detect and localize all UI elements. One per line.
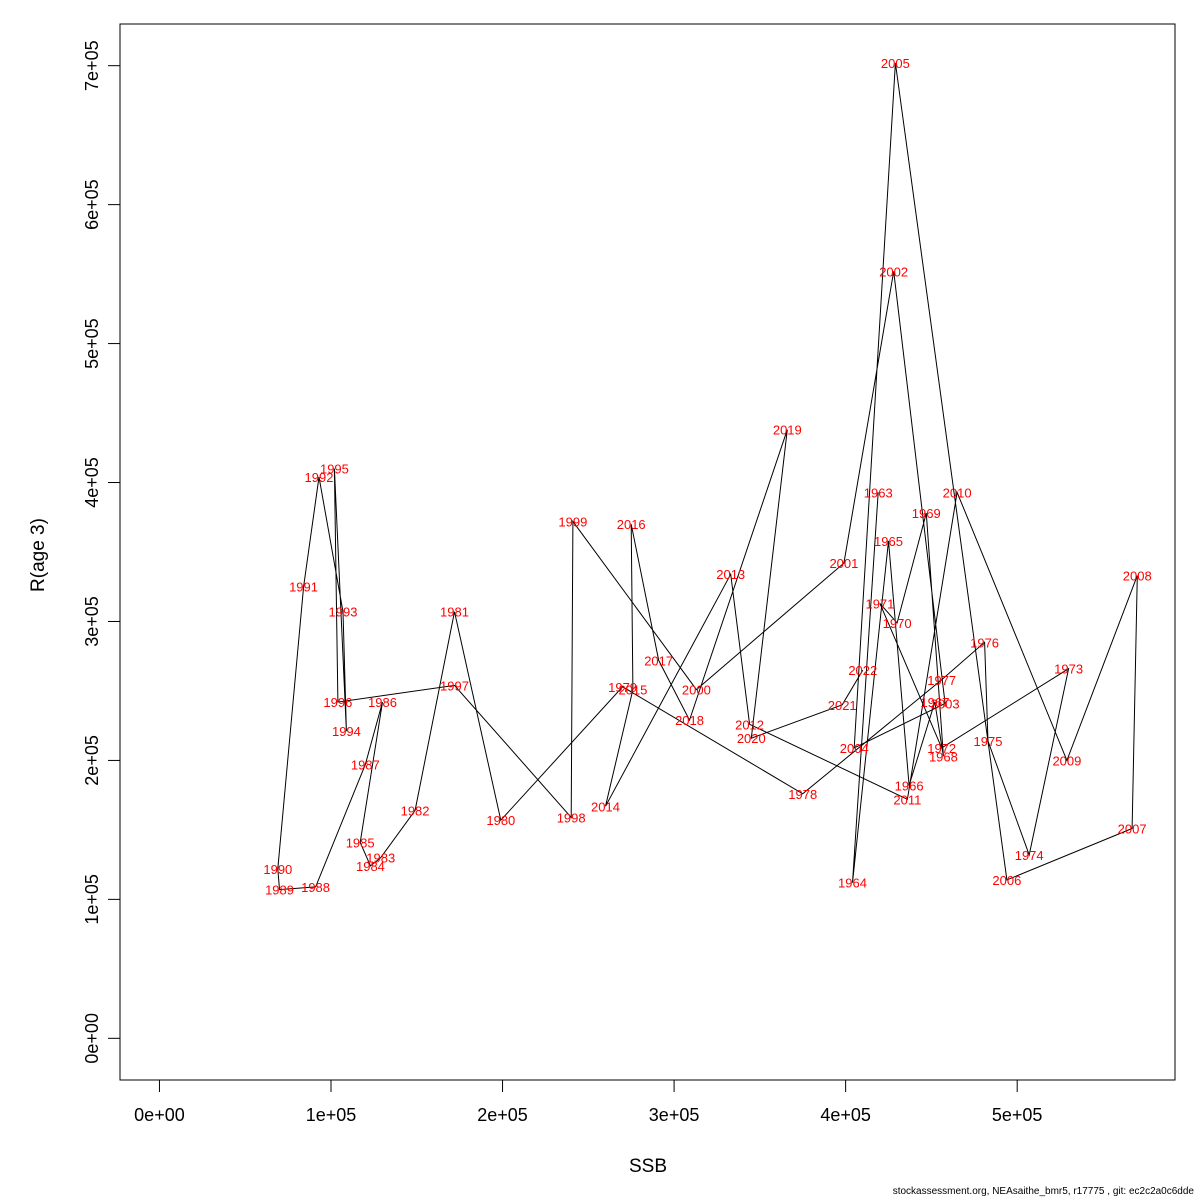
year-label-1966: 1966 [895, 778, 924, 793]
year-label-1987: 1987 [351, 758, 380, 773]
year-label-2008: 2008 [1123, 569, 1152, 584]
year-label-1963: 1963 [864, 485, 893, 500]
y-axis: 0e+00 1e+05 2e+05 3e+05 4e+05 5e+05 6e+05 7e+05 [82, 40, 121, 1064]
year-label-2015: 2015 [618, 683, 647, 698]
year-label-1979: 1979 [608, 680, 637, 695]
year-label-1975: 1975 [974, 734, 1003, 749]
year-label-1994: 1994 [332, 724, 361, 739]
year-label-1984: 1984 [356, 859, 385, 874]
year-label-1991: 1991 [289, 580, 318, 595]
year-label-2005: 2005 [881, 56, 910, 71]
year-label-2012: 2012 [735, 717, 764, 732]
x-axis: 0e+00 1e+05 2e+05 3e+05 4e+05 5e+05 [134, 1079, 1043, 1125]
year-label-1977: 1977 [927, 673, 956, 688]
y-tick-label: 3e+05 [82, 596, 102, 647]
y-tick-label: 4e+05 [82, 457, 102, 508]
year-label-1986: 1986 [368, 695, 397, 710]
year-label-1968: 1968 [929, 749, 958, 764]
year-label-1989: 1989 [265, 883, 294, 898]
year-label-2020: 2020 [737, 731, 766, 746]
year-label-1983: 1983 [366, 851, 395, 866]
year-label-2003: 2003 [931, 696, 960, 711]
year-label-1972: 1972 [927, 741, 956, 756]
year-label-1974: 1974 [1015, 848, 1044, 863]
year-label-1967: 1967 [920, 695, 949, 710]
year-label-1965: 1965 [874, 534, 903, 549]
year-label-1976: 1976 [970, 635, 999, 650]
y-tick-label: 0e+00 [82, 1013, 102, 1064]
year-label-2011: 2011 [893, 792, 921, 807]
year-label-2004: 2004 [840, 741, 869, 756]
x-tick-label: 5e+05 [992, 1105, 1043, 1125]
year-label-2010: 2010 [943, 485, 972, 500]
year-label-1980: 1980 [486, 813, 515, 828]
year-label-1985: 1985 [346, 835, 375, 850]
year-label-2002: 2002 [879, 264, 908, 279]
x-tick-label: 4e+05 [820, 1105, 871, 1125]
x-tick-label: 1e+05 [306, 1105, 357, 1125]
year-label-1964: 1964 [838, 876, 867, 891]
y-tick-label: 2e+05 [82, 735, 102, 786]
year-label-2006: 2006 [992, 873, 1021, 888]
year-label-1978: 1978 [788, 787, 817, 802]
year-label-1999: 1999 [558, 514, 587, 529]
footer-credit: stockassessment.org, NEAsaithe_bmr5, r17… [892, 1186, 1194, 1197]
year-label-1982: 1982 [401, 803, 430, 818]
year-label-2013: 2013 [716, 567, 745, 582]
year-label-1973: 1973 [1054, 662, 1083, 677]
year-label-2022: 2022 [848, 663, 877, 678]
x-tick-label: 0e+00 [134, 1105, 185, 1125]
year-label-2000: 2000 [682, 683, 711, 698]
year-label-1971: 1971 [865, 596, 894, 611]
year-label-1992: 1992 [305, 470, 334, 485]
year-labels: 1963 1964 1965 1966 1967 1968 1969 1970 1971 1972… [263, 56, 1151, 898]
year-label-2017: 2017 [644, 653, 673, 668]
year-label-2007: 2007 [1118, 822, 1147, 837]
x-axis-title: SSB [629, 1156, 667, 1177]
plot-frame [119, 23, 1176, 1081]
year-label-1981: 1981 [440, 605, 469, 620]
year-label-2018: 2018 [675, 713, 704, 728]
year-label-1995: 1995 [320, 462, 349, 477]
year-label-1993: 1993 [329, 605, 358, 620]
y-tick-label: 5e+05 [82, 318, 102, 369]
year-label-1988: 1988 [301, 880, 330, 895]
year-label-1996: 1996 [323, 695, 352, 710]
y-tick-label: 6e+05 [82, 179, 102, 230]
year-label-1969: 1969 [912, 506, 941, 521]
recruitment-ssb-path [277, 62, 1138, 891]
year-label-1970: 1970 [883, 616, 912, 631]
year-label-2001: 2001 [829, 556, 858, 571]
year-label-2021: 2021 [828, 698, 857, 713]
x-tick-label: 3e+05 [649, 1105, 700, 1125]
y-tick-label: 1e+05 [82, 874, 102, 925]
year-label-2014: 2014 [591, 799, 620, 814]
y-axis-title: R(age 3) [28, 518, 49, 592]
y-tick-label: 7e+05 [82, 40, 102, 91]
year-label-1998: 1998 [557, 810, 586, 825]
year-label-1997: 1997 [440, 678, 469, 693]
x-tick-label: 2e+05 [477, 1105, 528, 1125]
year-label-2019: 2019 [773, 423, 802, 438]
year-label-2016: 2016 [617, 517, 646, 532]
year-label-2009: 2009 [1052, 753, 1081, 768]
year-label-1990: 1990 [263, 862, 292, 877]
